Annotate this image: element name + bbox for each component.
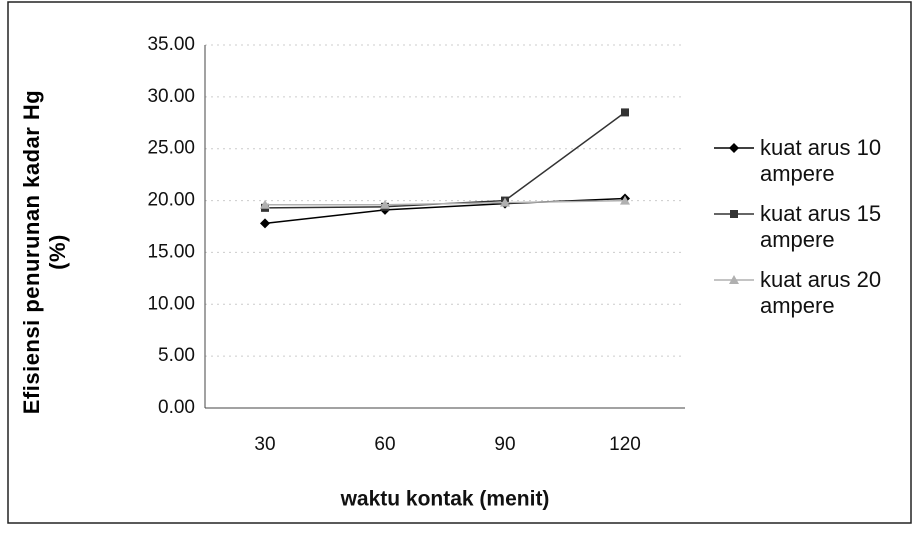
- marker: [621, 108, 629, 117]
- y-tick-label: 10.00: [147, 293, 195, 314]
- y-axis-title: Efisiensi penurunan kadar Hg (%): [19, 89, 70, 415]
- marker: [729, 275, 739, 284]
- marker: [380, 199, 390, 209]
- chart-border: [7, 1, 912, 524]
- marker: [260, 199, 270, 209]
- x-tick-label: 90: [494, 434, 515, 455]
- marker: [729, 143, 739, 153]
- legend-label: kuat arus 10 ampere: [760, 135, 882, 186]
- marker: [260, 218, 270, 229]
- marker: [730, 210, 738, 218]
- y-tick-label: 25.00: [147, 138, 195, 159]
- x-tick-label: 30: [254, 434, 275, 455]
- y-tick-label: 20.00: [147, 190, 195, 211]
- marker: [500, 197, 510, 207]
- marker: [620, 195, 630, 205]
- series-line: [265, 199, 626, 206]
- y-tick-label: 5.00: [158, 345, 195, 366]
- y-tick-label: 30.00: [147, 86, 195, 107]
- y-tick-label: 35.00: [147, 34, 195, 55]
- series-line: [264, 111, 626, 209]
- x-axis-title: waktu kontak (menit): [340, 488, 550, 511]
- legend-label: kuat arus 15 ampere: [760, 201, 882, 252]
- legend-label: kuat arus 20 ampere: [760, 267, 882, 318]
- x-tick-label: 60: [374, 434, 395, 455]
- x-tick-label: 120: [609, 434, 641, 455]
- y-tick-label: 15.00: [147, 241, 195, 262]
- y-tick-label: 0.00: [158, 397, 195, 418]
